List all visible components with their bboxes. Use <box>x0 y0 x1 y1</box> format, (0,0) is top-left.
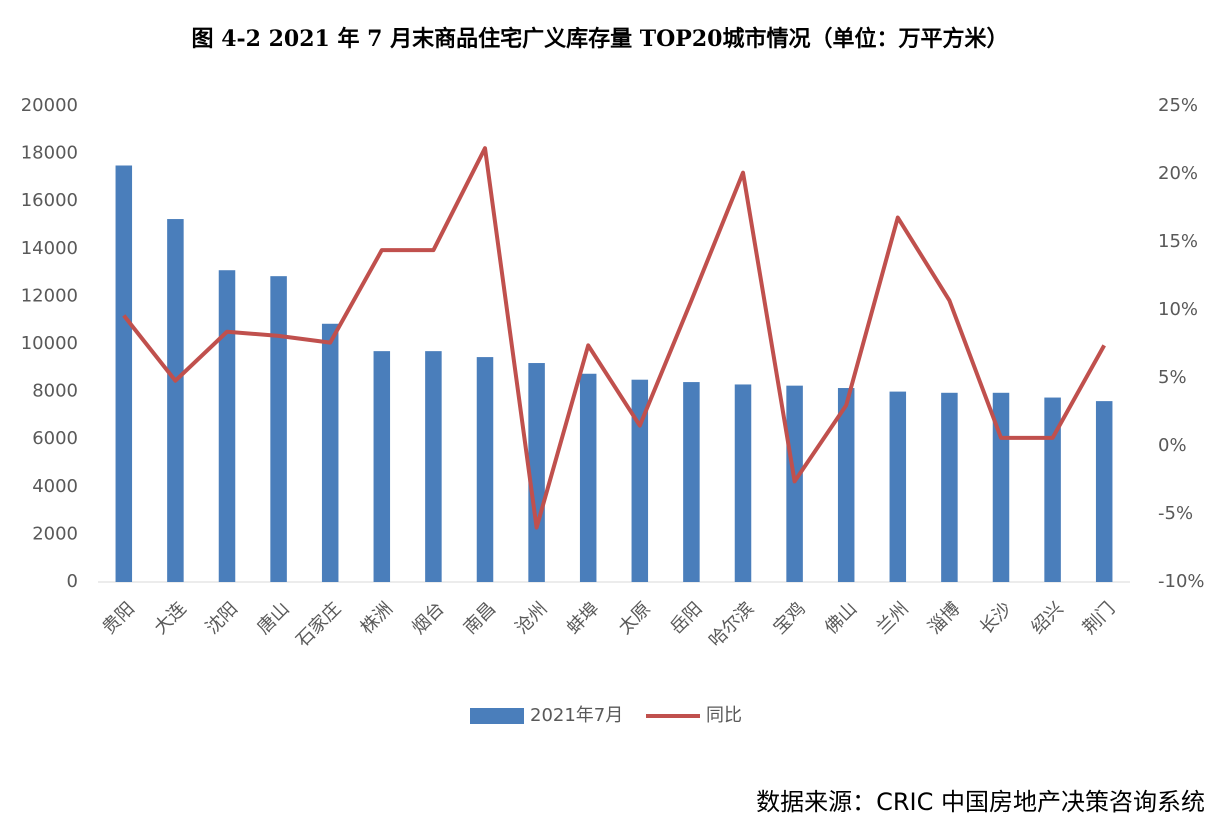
y-tick-label: 12000 <box>21 285 78 306</box>
bar <box>115 165 133 582</box>
chart-title: 图 4-2 2021 年 7 月末商品住宅广义库存量 TOP20城市情况（单位：… <box>192 26 1009 52</box>
bar <box>941 392 958 582</box>
line <box>122 146 1106 530</box>
legend-swatch <box>470 708 524 724</box>
y2-tick-label: 0% <box>1158 435 1187 456</box>
y-tick-label: 20000 <box>21 95 78 116</box>
bar <box>1044 397 1061 582</box>
y-tick-label: 0 <box>67 571 78 592</box>
bar <box>321 323 339 582</box>
x-tick-label: 大连 <box>150 598 190 638</box>
y2-tick-label: -10% <box>1158 571 1205 592</box>
bar <box>631 379 649 582</box>
x-tick-label: 岳阳 <box>666 598 706 638</box>
y-tick-label: 10000 <box>21 333 78 354</box>
bar <box>167 219 184 583</box>
y2-tick-label: 20% <box>1158 163 1198 184</box>
x-tick-label: 南昌 <box>460 598 500 638</box>
legend-label: 同比 <box>706 705 742 726</box>
bar <box>1095 401 1113 582</box>
x-tick-label: 沧州 <box>511 598 551 638</box>
y2-tick-label: 25% <box>1158 95 1198 116</box>
bar <box>683 382 700 582</box>
y-tick-label: 18000 <box>21 143 78 164</box>
bar <box>889 391 907 582</box>
bar <box>579 373 597 582</box>
x-tick-label: 唐山 <box>253 598 293 638</box>
x-tick-label: 荆门 <box>1079 598 1119 638</box>
y2-tick-label: 15% <box>1158 231 1198 252</box>
x-tick-label: 烟台 <box>408 598 448 638</box>
legend-label: 2021年7月 <box>530 705 623 726</box>
source-note: 数据来源：CRIC 中国房地产决策咨询系统 <box>756 788 1205 816</box>
bar <box>476 357 494 582</box>
bar <box>373 351 391 582</box>
x-tick-label: 太原 <box>615 598 655 638</box>
bar <box>734 384 752 582</box>
y-tick-label: 6000 <box>32 428 78 449</box>
x-tick-label: 石家庄 <box>292 598 345 651</box>
x-tick-label: 宝鸡 <box>769 598 809 638</box>
x-tick-label: 兰州 <box>873 598 913 638</box>
bar <box>270 276 287 582</box>
y-tick-label: 4000 <box>32 476 78 497</box>
bar <box>786 385 803 582</box>
x-tick-label: 哈尔滨 <box>705 598 758 651</box>
bar <box>425 351 442 582</box>
x-tick-label: 株洲 <box>357 598 397 638</box>
y-tick-label: 8000 <box>32 381 78 402</box>
x-tick-label: 淄博 <box>924 598 964 638</box>
bar <box>992 392 1010 582</box>
x-tick-label: 沈阳 <box>202 598 242 638</box>
x-tick-label: 蚌埠 <box>563 598 603 638</box>
bar <box>218 270 236 582</box>
y-tick-label: 2000 <box>32 523 78 544</box>
x-tick-label: 绍兴 <box>1027 598 1067 638</box>
x-tick-label: 贵阳 <box>99 598 139 638</box>
y2-tick-label: 10% <box>1158 299 1198 320</box>
bar <box>837 388 855 582</box>
x-tick-label: 长沙 <box>976 598 1016 638</box>
bar <box>528 363 545 582</box>
y2-tick-label: -5% <box>1158 503 1193 524</box>
y-tick-label: 16000 <box>21 190 78 211</box>
y-tick-label: 14000 <box>21 238 78 259</box>
y2-tick-label: 5% <box>1158 367 1187 388</box>
x-tick-label: 佛山 <box>821 598 861 638</box>
